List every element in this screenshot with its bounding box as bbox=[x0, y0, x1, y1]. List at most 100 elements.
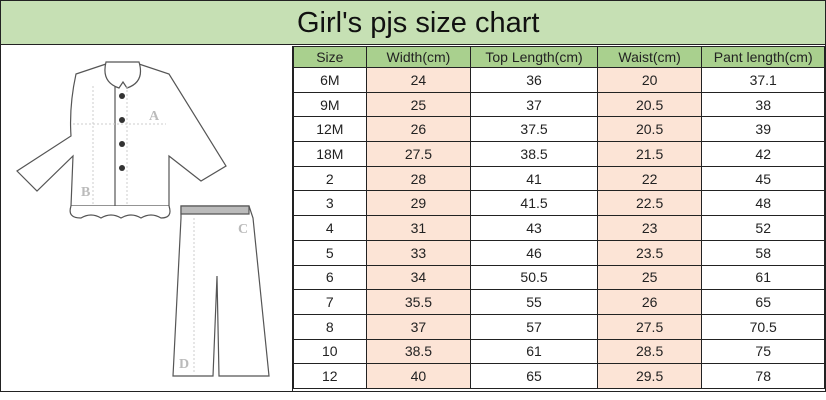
column-header: Width(cm) bbox=[365, 46, 472, 68]
table-row: 18M 27.5 38.5 21.5 42 bbox=[293, 141, 825, 167]
column-header: Pant length(cm) bbox=[701, 46, 825, 68]
table-cell: 25 bbox=[365, 91, 472, 118]
table-row: 3 29 41.5 22.5 48 bbox=[293, 190, 825, 217]
table-cell: 37 bbox=[365, 313, 472, 340]
table-row: 6 34 50.5 25 61 bbox=[293, 264, 825, 291]
table-cell: 42 bbox=[701, 141, 825, 167]
table-cell: 3 bbox=[293, 190, 367, 217]
label-b: B bbox=[81, 185, 90, 200]
table-cell: 10 bbox=[293, 338, 367, 365]
table-cell: 65 bbox=[470, 363, 598, 389]
table-cell: 25 bbox=[596, 264, 703, 291]
table-cell: 8 bbox=[293, 313, 367, 340]
table-cell: 78 bbox=[701, 363, 825, 389]
table-cell: 75 bbox=[701, 338, 825, 365]
pants-waistband bbox=[180, 205, 250, 215]
table-cell: 46 bbox=[470, 239, 598, 266]
table-cell: 4 bbox=[293, 215, 367, 241]
table-cell: 57 bbox=[470, 313, 598, 340]
table-cell: 22 bbox=[596, 165, 703, 192]
label-d: D bbox=[179, 357, 189, 372]
table-row: 2 28 41 22 45 bbox=[293, 165, 825, 192]
header-row: Size Width(cm) Top Length(cm) Waist(cm) Pant… bbox=[293, 46, 825, 68]
button-icon bbox=[119, 165, 125, 171]
column-header: Top Length(cm) bbox=[470, 46, 598, 68]
table-cell: 39 bbox=[701, 116, 825, 143]
table-cell: 2 bbox=[293, 165, 367, 192]
table-cell: 58 bbox=[701, 239, 825, 266]
table-cell: 6M bbox=[293, 67, 367, 93]
table-row: 6M 24 36 20 37.1 bbox=[293, 67, 825, 93]
table-row: 4 31 43 23 52 bbox=[293, 215, 825, 241]
shirt-collar bbox=[104, 61, 142, 89]
table-cell: 43 bbox=[470, 215, 598, 241]
table-cell: 26 bbox=[365, 116, 472, 143]
table-cell: 7 bbox=[293, 289, 367, 315]
table-cell: 29 bbox=[365, 190, 472, 217]
table-cell: 41.5 bbox=[470, 190, 598, 217]
column-header: Size bbox=[293, 46, 367, 68]
table-cell: 29.5 bbox=[596, 363, 703, 389]
table-cell: 37.1 bbox=[701, 67, 825, 93]
table-cell: 28 bbox=[365, 165, 472, 192]
table-cell: 12M bbox=[293, 116, 367, 143]
button-icon bbox=[119, 141, 125, 147]
table-cell: 20.5 bbox=[596, 116, 703, 143]
pants-outline bbox=[172, 205, 270, 377]
button-icon bbox=[119, 117, 125, 123]
table-cell: 9M bbox=[293, 91, 367, 118]
table-cell: 33 bbox=[365, 239, 472, 266]
table-cell: 55 bbox=[470, 289, 598, 315]
pajama-illustration: A B C D bbox=[1, 46, 293, 392]
table-cell: 18M bbox=[293, 141, 367, 167]
table-row: 12 40 65 29.5 78 bbox=[293, 363, 825, 389]
table-cell: 28.5 bbox=[596, 338, 703, 365]
table-cell: 31 bbox=[365, 215, 472, 241]
table-cell: 6 bbox=[293, 264, 367, 291]
column-header: Waist(cm) bbox=[596, 46, 703, 68]
shirt-ruffle bbox=[69, 205, 171, 219]
table-cell: 23 bbox=[596, 215, 703, 241]
table-cell: 61 bbox=[701, 264, 825, 291]
chart-title: Girl's pjs size chart bbox=[1, 1, 825, 45]
table-cell: 38 bbox=[701, 91, 825, 118]
table-cell: 45 bbox=[701, 165, 825, 192]
table-cell: 37.5 bbox=[470, 116, 598, 143]
table-cell: 61 bbox=[470, 338, 598, 365]
table-cell: 38.5 bbox=[470, 141, 598, 167]
table-cell: 34 bbox=[365, 264, 472, 291]
table-cell: 52 bbox=[701, 215, 825, 241]
pajama-drawing: A B C D bbox=[16, 61, 270, 377]
label-c: C bbox=[238, 222, 248, 237]
table-row: 5 33 46 23.5 58 bbox=[293, 239, 825, 266]
table-row: 12M 26 37.5 20.5 39 bbox=[293, 116, 825, 143]
table-cell: 41 bbox=[470, 165, 598, 192]
table-cell: 20.5 bbox=[596, 91, 703, 118]
table-cell: 12 bbox=[293, 363, 367, 389]
table-row: 10 38.5 61 28.5 75 bbox=[293, 338, 825, 365]
size-table: Size Width(cm) Top Length(cm) Waist(cm) Pant… bbox=[293, 46, 825, 389]
button-icon bbox=[119, 93, 125, 99]
table-cell: 70.5 bbox=[701, 313, 825, 340]
table-cell: 20 bbox=[596, 67, 703, 93]
table-cell: 23.5 bbox=[596, 239, 703, 266]
table-cell: 5 bbox=[293, 239, 367, 266]
table-cell: 40 bbox=[365, 363, 472, 389]
table-row: 7 35.5 55 26 65 bbox=[293, 289, 825, 315]
table-cell: 27.5 bbox=[365, 141, 472, 167]
table-cell: 27.5 bbox=[596, 313, 703, 340]
table-cell: 22.5 bbox=[596, 190, 703, 217]
table-row: 9M 25 37 20.5 38 bbox=[293, 91, 825, 118]
table-cell: 36 bbox=[470, 67, 598, 93]
table-cell: 38.5 bbox=[365, 338, 472, 365]
table-cell: 26 bbox=[596, 289, 703, 315]
table-cell: 65 bbox=[701, 289, 825, 315]
table-cell: 24 bbox=[365, 67, 472, 93]
table-cell: 48 bbox=[701, 190, 825, 217]
shirt-outline bbox=[16, 63, 227, 207]
table-cell: 37 bbox=[470, 91, 598, 118]
table-cell: 21.5 bbox=[596, 141, 703, 167]
label-a: A bbox=[149, 109, 160, 124]
table-cell: 35.5 bbox=[365, 289, 472, 315]
